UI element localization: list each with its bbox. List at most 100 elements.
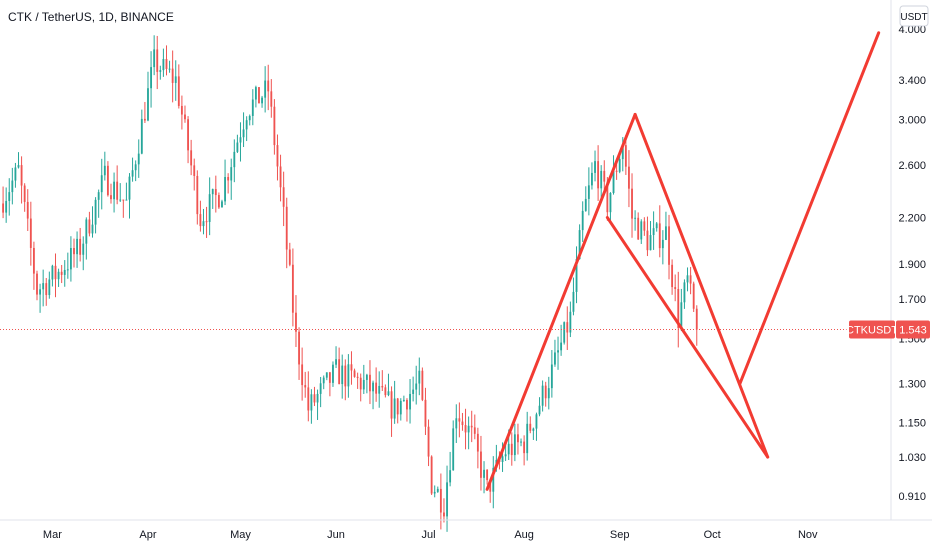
unit-label: USDT bbox=[900, 12, 927, 23]
candle-body bbox=[119, 199, 122, 201]
candle-body bbox=[202, 221, 205, 227]
candle-body bbox=[584, 198, 587, 211]
candle-body bbox=[131, 170, 134, 177]
candle-body bbox=[621, 145, 624, 160]
time-tick-label: May bbox=[230, 529, 251, 541]
candle-body bbox=[529, 423, 532, 431]
candle-body bbox=[23, 185, 26, 202]
candle-body bbox=[572, 291, 575, 312]
pattern-trendline[interactable] bbox=[633, 112, 770, 459]
candle-body bbox=[100, 175, 103, 193]
candle-body bbox=[196, 175, 199, 215]
candle-body bbox=[54, 265, 57, 280]
candle-body bbox=[455, 418, 458, 429]
candle-body bbox=[264, 80, 267, 98]
candle-body bbox=[17, 165, 20, 168]
candle-body bbox=[436, 488, 439, 492]
candle-body bbox=[338, 359, 341, 385]
candle-body bbox=[344, 365, 347, 387]
candle-body bbox=[267, 80, 270, 92]
candle-body bbox=[507, 443, 510, 455]
candle-body bbox=[378, 385, 381, 394]
drawing-layer[interactable] bbox=[485, 31, 881, 491]
candle-body bbox=[554, 352, 556, 365]
candle-body bbox=[415, 383, 418, 390]
candle-body bbox=[365, 374, 368, 380]
candle-body bbox=[387, 391, 390, 396]
candle-body bbox=[439, 488, 442, 513]
candle-body bbox=[341, 365, 344, 385]
candle-body bbox=[658, 223, 661, 249]
candle-body bbox=[270, 91, 273, 107]
candle-body bbox=[184, 114, 186, 120]
price-tick-label: 2.600 bbox=[898, 160, 926, 172]
candle-body bbox=[615, 170, 618, 172]
candle-body bbox=[686, 275, 689, 283]
candle-body bbox=[171, 68, 174, 83]
candle-body bbox=[674, 287, 677, 290]
time-tick-label: Nov bbox=[798, 529, 818, 541]
candle-body bbox=[106, 165, 109, 196]
candle-body bbox=[695, 308, 698, 330]
candle-body bbox=[412, 389, 415, 394]
candle-body bbox=[82, 243, 85, 255]
candle-body bbox=[473, 427, 476, 434]
candle-body bbox=[461, 421, 464, 426]
candle-body bbox=[409, 393, 411, 410]
candle-body bbox=[60, 271, 63, 275]
pattern-trendline[interactable] bbox=[738, 31, 881, 386]
time-axis[interactable]: Mar Apr May Jun Jul Aug Sep Oct Nov bbox=[0, 519, 932, 541]
candle-body bbox=[261, 97, 263, 104]
candle-body bbox=[464, 425, 467, 433]
candle-body bbox=[501, 456, 504, 462]
candle-body bbox=[655, 223, 658, 229]
candle-body bbox=[159, 70, 162, 72]
candle-body bbox=[214, 189, 217, 196]
price-tick-label: 1.150 bbox=[898, 417, 926, 429]
candle-body bbox=[649, 235, 652, 251]
candle-body bbox=[51, 265, 54, 280]
unit-badge[interactable]: USDT bbox=[899, 5, 929, 27]
candle-body bbox=[541, 385, 544, 406]
candle-body bbox=[147, 88, 149, 121]
candle-body bbox=[418, 370, 421, 384]
candle-body bbox=[452, 428, 455, 471]
price-tick-label: 1.700 bbox=[898, 294, 926, 306]
candle-body bbox=[350, 364, 353, 371]
candle-body bbox=[45, 283, 48, 296]
candle-body bbox=[254, 87, 257, 100]
time-tick-label: Jul bbox=[422, 529, 436, 541]
candle-body bbox=[239, 137, 242, 143]
candle-body bbox=[347, 364, 350, 387]
candle-body bbox=[162, 59, 165, 71]
candle-body bbox=[362, 379, 365, 390]
candle-body bbox=[446, 482, 448, 517]
last-price-badge bbox=[896, 320, 930, 339]
candle-body bbox=[372, 382, 374, 392]
candle-body bbox=[282, 187, 285, 207]
candle-body bbox=[643, 221, 646, 231]
candle-body bbox=[517, 434, 519, 443]
time-tick-label: Oct bbox=[704, 529, 721, 541]
candle-body bbox=[587, 185, 590, 199]
price-axis[interactable]: 4.0003.4003.0002.6002.2001.9001.7001.500… bbox=[890, 0, 932, 520]
candle-body bbox=[128, 176, 131, 200]
pattern-trendline[interactable] bbox=[485, 112, 637, 491]
candle-body bbox=[122, 199, 125, 201]
candle-body bbox=[233, 151, 236, 168]
candle-body bbox=[634, 217, 637, 219]
candle-body bbox=[273, 106, 276, 146]
candle-body bbox=[5, 200, 8, 213]
candle-body bbox=[251, 99, 254, 116]
candle-body bbox=[328, 372, 331, 383]
time-tick-label: Jun bbox=[327, 529, 345, 541]
candle-body bbox=[97, 192, 100, 200]
candle-body bbox=[359, 377, 362, 390]
candle-body bbox=[520, 441, 522, 443]
pattern-trendline[interactable] bbox=[605, 216, 770, 459]
candle-body bbox=[332, 364, 334, 383]
candle-body bbox=[504, 454, 507, 457]
candle-body bbox=[375, 382, 378, 394]
candle-body bbox=[480, 451, 482, 478]
